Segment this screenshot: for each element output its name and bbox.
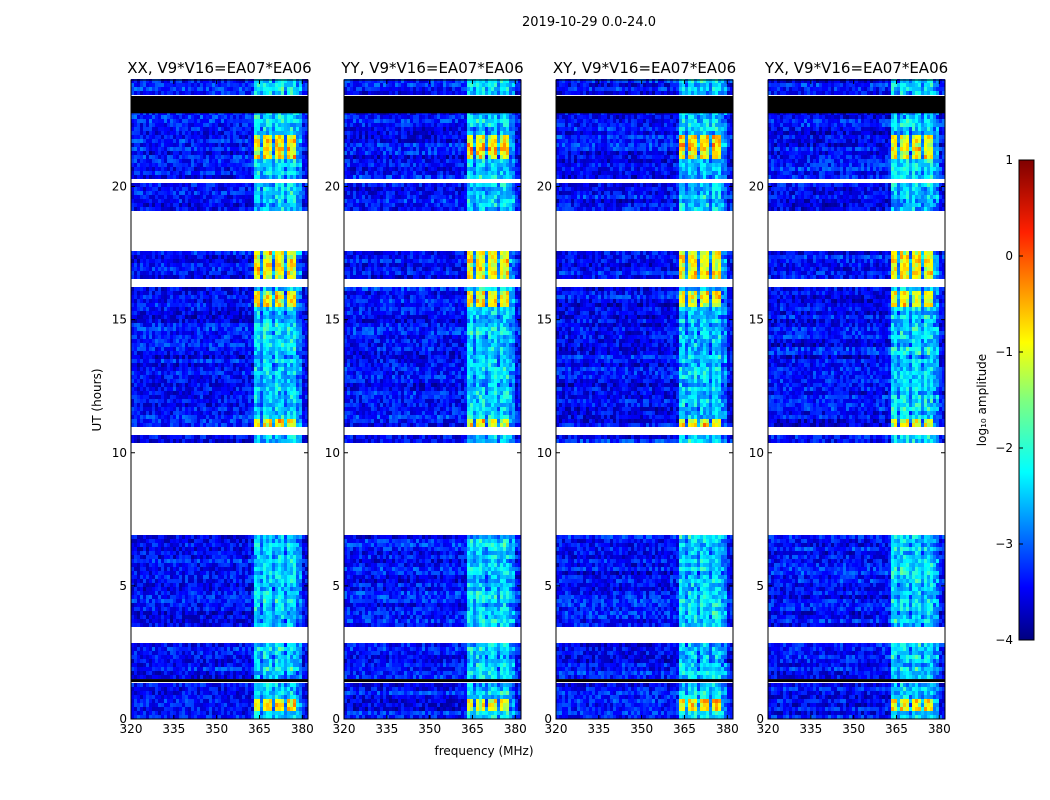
x-tick-label: 365 bbox=[673, 722, 696, 736]
y-tick-label: 0 bbox=[119, 712, 127, 726]
colorbar-tick-label: −3 bbox=[995, 537, 1013, 551]
colorbar-tick-label: 1 bbox=[1005, 153, 1013, 167]
y-tick-label: 5 bbox=[119, 579, 127, 593]
panel-title: YX, V9*V16=EA07*EA06 bbox=[764, 59, 948, 77]
plot-frame bbox=[555, 79, 734, 720]
y-tick-label: 5 bbox=[332, 579, 340, 593]
x-tick-label: 380 bbox=[504, 722, 527, 736]
flag-bar bbox=[556, 679, 733, 683]
plot-frame bbox=[343, 79, 522, 720]
x-tick-label: 365 bbox=[885, 722, 908, 736]
y-tick-label: 20 bbox=[112, 180, 127, 194]
y-tick-label: 10 bbox=[537, 446, 552, 460]
y-tick-label: 0 bbox=[544, 712, 552, 726]
flag-bar bbox=[344, 679, 521, 683]
y-tick-label: 15 bbox=[749, 313, 764, 327]
x-tick-label: 320 bbox=[333, 722, 356, 736]
colorbar: 1 0 −1 −2 −3 −4 bbox=[995, 153, 1035, 647]
y-axis-label: UT (hours) bbox=[90, 368, 104, 431]
colorbar-tick-label: −1 bbox=[995, 345, 1013, 359]
flag-bar bbox=[344, 95, 521, 114]
x-tick-label: 380 bbox=[716, 722, 739, 736]
x-tick-label: 320 bbox=[757, 722, 780, 736]
y-tick-label: 0 bbox=[332, 712, 340, 726]
y-tick-label: 15 bbox=[537, 313, 552, 327]
y-tick-label: 20 bbox=[537, 180, 552, 194]
y-tick-label: 0 bbox=[756, 712, 764, 726]
panel-1: XX, V9*V16=EA07*EA06 320 335 350 365 380 0 5 10 1… bbox=[112, 59, 314, 736]
panel-title: XX, V9*V16=EA07*EA06 bbox=[127, 59, 311, 77]
waterfall-image bbox=[556, 79, 733, 719]
flag-bar bbox=[556, 95, 733, 114]
figure-title: 2019-10-29 0.0-24.0 bbox=[522, 15, 656, 30]
colorbar-tick-label: −4 bbox=[995, 633, 1013, 647]
flag-bar bbox=[131, 679, 308, 683]
x-tick-label: 320 bbox=[120, 722, 143, 736]
y-tick-label: 20 bbox=[749, 180, 764, 194]
colorbar-tick-label: 0 bbox=[1005, 249, 1013, 263]
y-tick-label: 10 bbox=[325, 446, 340, 460]
flag-bar bbox=[768, 95, 945, 114]
plot-frame bbox=[130, 79, 309, 720]
x-tick-label: 380 bbox=[928, 722, 951, 736]
x-tick-label: 350 bbox=[842, 722, 865, 736]
y-tick-label: 5 bbox=[756, 579, 764, 593]
y-tick-label: 15 bbox=[112, 313, 127, 327]
waterfall-image bbox=[768, 79, 945, 719]
y-tick-label: 10 bbox=[749, 446, 764, 460]
flag-bar bbox=[768, 679, 945, 683]
x-tick-label: 320 bbox=[545, 722, 568, 736]
x-tick-label: 365 bbox=[248, 722, 271, 736]
waterfall-image bbox=[131, 79, 308, 719]
x-tick-label: 350 bbox=[418, 722, 441, 736]
panels: XX, V9*V16=EA07*EA06 320 335 350 365 380 0 5 10 1… bbox=[112, 59, 951, 736]
panel-title: XY, V9*V16=EA07*EA06 bbox=[553, 59, 736, 77]
x-tick-label: 335 bbox=[799, 722, 822, 736]
x-tick-label: 350 bbox=[630, 722, 653, 736]
x-tick-label: 350 bbox=[205, 722, 228, 736]
colorbar-tick-label: −2 bbox=[995, 441, 1013, 455]
x-tick-label: 365 bbox=[461, 722, 484, 736]
panel-title: YY, V9*V16=EA07*EA06 bbox=[340, 59, 523, 77]
y-tick-label: 15 bbox=[325, 313, 340, 327]
panel-4: YX, V9*V16=EA07*EA06 320 335 350 365 380 0 5 10 1… bbox=[749, 59, 951, 736]
panel-3: XY, V9*V16=EA07*EA06 320 335 350 365 380 0 5 10 1… bbox=[537, 59, 739, 736]
x-axis-label: frequency (MHz) bbox=[434, 744, 533, 758]
flag-bar bbox=[131, 95, 308, 114]
x-tick-label: 335 bbox=[587, 722, 610, 736]
colorbar-gradient bbox=[1018, 159, 1035, 641]
waterfall-image bbox=[344, 79, 521, 719]
panel-2: YY, V9*V16=EA07*EA06 320 335 350 365 380 0 5 10 1… bbox=[325, 59, 527, 736]
y-tick-label: 20 bbox=[325, 180, 340, 194]
y-tick-label: 5 bbox=[544, 579, 552, 593]
plot-frame bbox=[767, 79, 946, 720]
x-tick-label: 380 bbox=[291, 722, 314, 736]
y-tick-label: 10 bbox=[112, 446, 127, 460]
x-tick-label: 335 bbox=[375, 722, 398, 736]
colorbar-label: log₁₀ amplitude bbox=[975, 354, 989, 446]
x-tick-label: 335 bbox=[162, 722, 185, 736]
